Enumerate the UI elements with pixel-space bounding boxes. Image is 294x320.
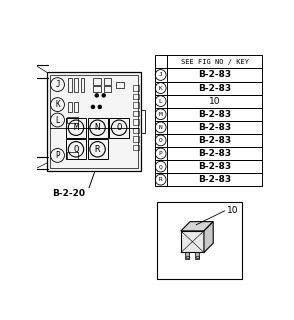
Bar: [155, 95, 262, 108]
Bar: [66, 139, 86, 159]
Bar: [155, 173, 262, 186]
Bar: [88, 139, 108, 159]
Text: B-2-83: B-2-83: [198, 162, 231, 171]
Bar: [93, 78, 101, 84]
Bar: [133, 128, 139, 133]
Circle shape: [98, 105, 101, 108]
Bar: [81, 78, 84, 92]
Bar: [67, 152, 78, 158]
Text: K: K: [159, 85, 163, 91]
Bar: [116, 82, 124, 88]
Bar: [186, 252, 189, 259]
Bar: [50, 75, 138, 168]
Bar: [155, 108, 262, 121]
Bar: [66, 118, 86, 138]
Text: B-2-83: B-2-83: [198, 175, 231, 184]
Bar: [133, 119, 139, 124]
Text: P: P: [159, 151, 163, 156]
Text: 10: 10: [209, 97, 220, 106]
Circle shape: [91, 105, 94, 108]
Bar: [68, 78, 72, 92]
Bar: [155, 121, 262, 134]
Text: J: J: [55, 80, 60, 89]
Text: O: O: [116, 123, 122, 132]
Bar: [155, 68, 262, 82]
Text: B-2-83: B-2-83: [198, 110, 231, 119]
Bar: [155, 55, 262, 68]
Bar: [104, 78, 111, 84]
Bar: [196, 256, 198, 258]
Bar: [133, 102, 139, 108]
Bar: [133, 136, 139, 141]
Bar: [133, 111, 139, 116]
Text: Q: Q: [73, 145, 79, 154]
Text: N: N: [95, 123, 100, 132]
Text: B-2-20: B-2-20: [52, 189, 85, 198]
Bar: [133, 85, 139, 91]
Bar: [109, 118, 129, 138]
Bar: [67, 117, 78, 123]
Polygon shape: [181, 222, 213, 231]
Bar: [74, 78, 78, 92]
Text: M: M: [73, 123, 79, 132]
Text: L: L: [159, 99, 163, 104]
Bar: [93, 86, 101, 92]
Text: K: K: [55, 100, 60, 109]
Bar: [88, 118, 108, 138]
Text: J: J: [159, 72, 163, 77]
Text: B-2-83: B-2-83: [198, 136, 231, 145]
Text: O: O: [159, 138, 163, 143]
Bar: [155, 160, 262, 173]
Bar: [47, 72, 141, 171]
Bar: [157, 202, 242, 279]
Bar: [68, 101, 72, 112]
Bar: [155, 147, 262, 160]
Bar: [181, 231, 204, 252]
Circle shape: [102, 94, 105, 97]
Text: B-2-83: B-2-83: [198, 84, 231, 92]
Text: M: M: [159, 112, 163, 117]
Bar: [196, 252, 199, 259]
Text: R: R: [95, 145, 100, 154]
Text: B-2-83: B-2-83: [198, 70, 231, 79]
Text: B-2-83: B-2-83: [198, 123, 231, 132]
Bar: [133, 94, 139, 99]
Bar: [155, 82, 262, 95]
Bar: [104, 86, 111, 92]
Text: N: N: [159, 125, 163, 130]
Text: Q: Q: [159, 164, 163, 169]
Bar: [133, 145, 139, 150]
Text: B-2-83: B-2-83: [198, 149, 231, 158]
Text: R: R: [159, 177, 163, 182]
Text: L: L: [55, 116, 60, 124]
Bar: [74, 101, 78, 112]
Bar: [141, 110, 145, 133]
Polygon shape: [204, 222, 213, 252]
Bar: [186, 256, 188, 258]
Bar: [155, 134, 262, 147]
Text: P: P: [55, 151, 60, 160]
Text: SEE FIG NO / KEY: SEE FIG NO / KEY: [181, 59, 249, 65]
Text: 10: 10: [227, 206, 238, 215]
Circle shape: [95, 94, 98, 97]
